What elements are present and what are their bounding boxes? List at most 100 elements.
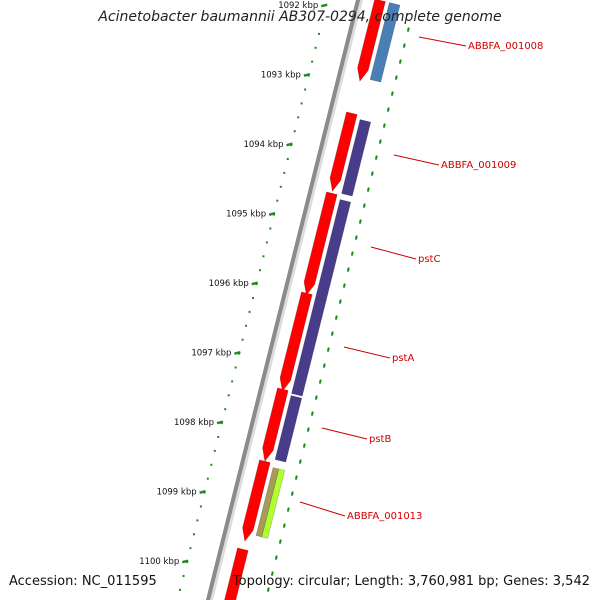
cds-feature bbox=[357, 0, 386, 82]
gene-label: ABBFA_001009 bbox=[441, 160, 516, 171]
track-tick bbox=[290, 491, 294, 496]
track-tick bbox=[334, 315, 338, 320]
gene-features bbox=[224, 0, 410, 600]
gene-labels: ABBFA_001008 ABBFA_001009 pstC pstA pstB ABBF… bbox=[299, 36, 543, 522]
scale-label: 1096 kbp bbox=[209, 279, 249, 289]
scale-dot bbox=[279, 185, 282, 188]
track-tick bbox=[370, 171, 374, 176]
scale-dot bbox=[252, 297, 254, 299]
scale-dot bbox=[314, 46, 317, 49]
scale-dot bbox=[231, 380, 234, 383]
scale-dot bbox=[297, 116, 300, 119]
scale-dot bbox=[276, 199, 279, 202]
scale-label: 1097 kbp bbox=[191, 349, 231, 359]
scale-label: 1095 kbp bbox=[226, 210, 266, 220]
scale-label: 1098 kbp bbox=[174, 418, 214, 428]
track-tick bbox=[306, 427, 310, 432]
track-tick bbox=[378, 139, 382, 144]
track-tick bbox=[342, 283, 346, 288]
genome-summary-text: Topology: circular; Length: 3,760,981 bp… bbox=[232, 574, 590, 589]
map-title: Acinetobacter baumannii AB307-0294, comp… bbox=[98, 9, 502, 25]
cds-feature bbox=[329, 111, 358, 192]
cds-feature bbox=[279, 291, 313, 392]
track-tick bbox=[390, 91, 394, 96]
track-tick bbox=[394, 75, 398, 80]
scale-major-tick bbox=[181, 559, 189, 564]
backbone-line bbox=[205, 0, 361, 600]
cds-feature bbox=[242, 459, 271, 542]
scale-major-tick bbox=[286, 142, 293, 147]
scale-major-tick bbox=[199, 489, 206, 494]
track-tick bbox=[338, 299, 342, 304]
track-tick bbox=[354, 235, 358, 240]
blast-hit-feature bbox=[274, 395, 303, 463]
track-tick bbox=[322, 363, 326, 368]
scale-dot bbox=[206, 477, 209, 480]
scale-dot bbox=[199, 505, 202, 508]
gene-label: pstA bbox=[392, 353, 414, 364]
track-tick bbox=[314, 395, 318, 400]
scale-dot bbox=[234, 366, 237, 369]
kbp-scale: 1092 kbp 1093 kbp 1094 kbp 1095 kbp 1096 kbp… bbox=[139, 1, 328, 591]
track-tick bbox=[274, 555, 278, 560]
scale-dot bbox=[269, 227, 272, 230]
scale-dot bbox=[210, 463, 213, 466]
track-tick bbox=[350, 251, 354, 256]
track-tick bbox=[294, 475, 298, 480]
scale-dot bbox=[258, 269, 261, 272]
scale-major-tick bbox=[234, 350, 241, 355]
blast-hit-feature bbox=[291, 297, 327, 397]
scale-dot bbox=[189, 547, 192, 550]
track-tick bbox=[382, 123, 386, 128]
scale-dot bbox=[318, 32, 321, 35]
track-tick bbox=[270, 571, 274, 576]
scale-dot bbox=[227, 394, 230, 397]
scale-major-tick bbox=[320, 3, 328, 8]
track-tick bbox=[330, 331, 334, 336]
scale-label: 1092 kbp bbox=[278, 1, 318, 11]
track-tick bbox=[346, 267, 350, 272]
scale-dot bbox=[182, 575, 185, 577]
track-tick bbox=[278, 539, 282, 544]
scale-label: 1094 kbp bbox=[243, 140, 283, 150]
scale-dot bbox=[311, 60, 314, 63]
scale-dot bbox=[248, 310, 251, 313]
track-tick bbox=[282, 523, 286, 528]
track-tick bbox=[402, 43, 406, 48]
gene-label: pstC bbox=[418, 254, 440, 265]
track-tick bbox=[406, 27, 410, 32]
scale-label: 1100 kbp bbox=[139, 557, 179, 567]
track-tick bbox=[366, 187, 370, 192]
gene-label-leader bbox=[418, 36, 467, 47]
track-tick bbox=[286, 507, 290, 512]
gene-label-leader bbox=[393, 154, 440, 166]
track-tick bbox=[266, 587, 270, 592]
track-tick bbox=[362, 203, 366, 208]
scale-dot bbox=[224, 408, 227, 411]
blast-hit-feature bbox=[369, 2, 401, 83]
genome-backbone bbox=[205, 0, 364, 600]
gene-label-leader bbox=[370, 246, 417, 260]
scale-dot bbox=[213, 449, 216, 452]
blast-hit-feature bbox=[261, 468, 286, 539]
scale-dot bbox=[286, 158, 289, 160]
track-tick bbox=[398, 59, 402, 64]
gene-label-leader bbox=[299, 501, 346, 517]
scale-dot bbox=[304, 88, 307, 91]
track-tick bbox=[302, 443, 306, 448]
gene-label-leader bbox=[343, 346, 391, 359]
scale-major-tick bbox=[251, 281, 259, 286]
track-tick bbox=[310, 411, 314, 416]
scale-dot bbox=[241, 338, 244, 341]
track-tick bbox=[318, 379, 322, 384]
scale-dot bbox=[300, 102, 303, 105]
track-tick bbox=[358, 219, 362, 224]
scale-label: 1099 kbp bbox=[157, 488, 197, 498]
track-tick bbox=[386, 107, 390, 112]
scale-major-tick bbox=[303, 72, 311, 77]
scale-dot bbox=[245, 324, 248, 327]
scale-dot bbox=[262, 255, 265, 258]
gene-label: ABBFA_001008 bbox=[468, 41, 543, 52]
